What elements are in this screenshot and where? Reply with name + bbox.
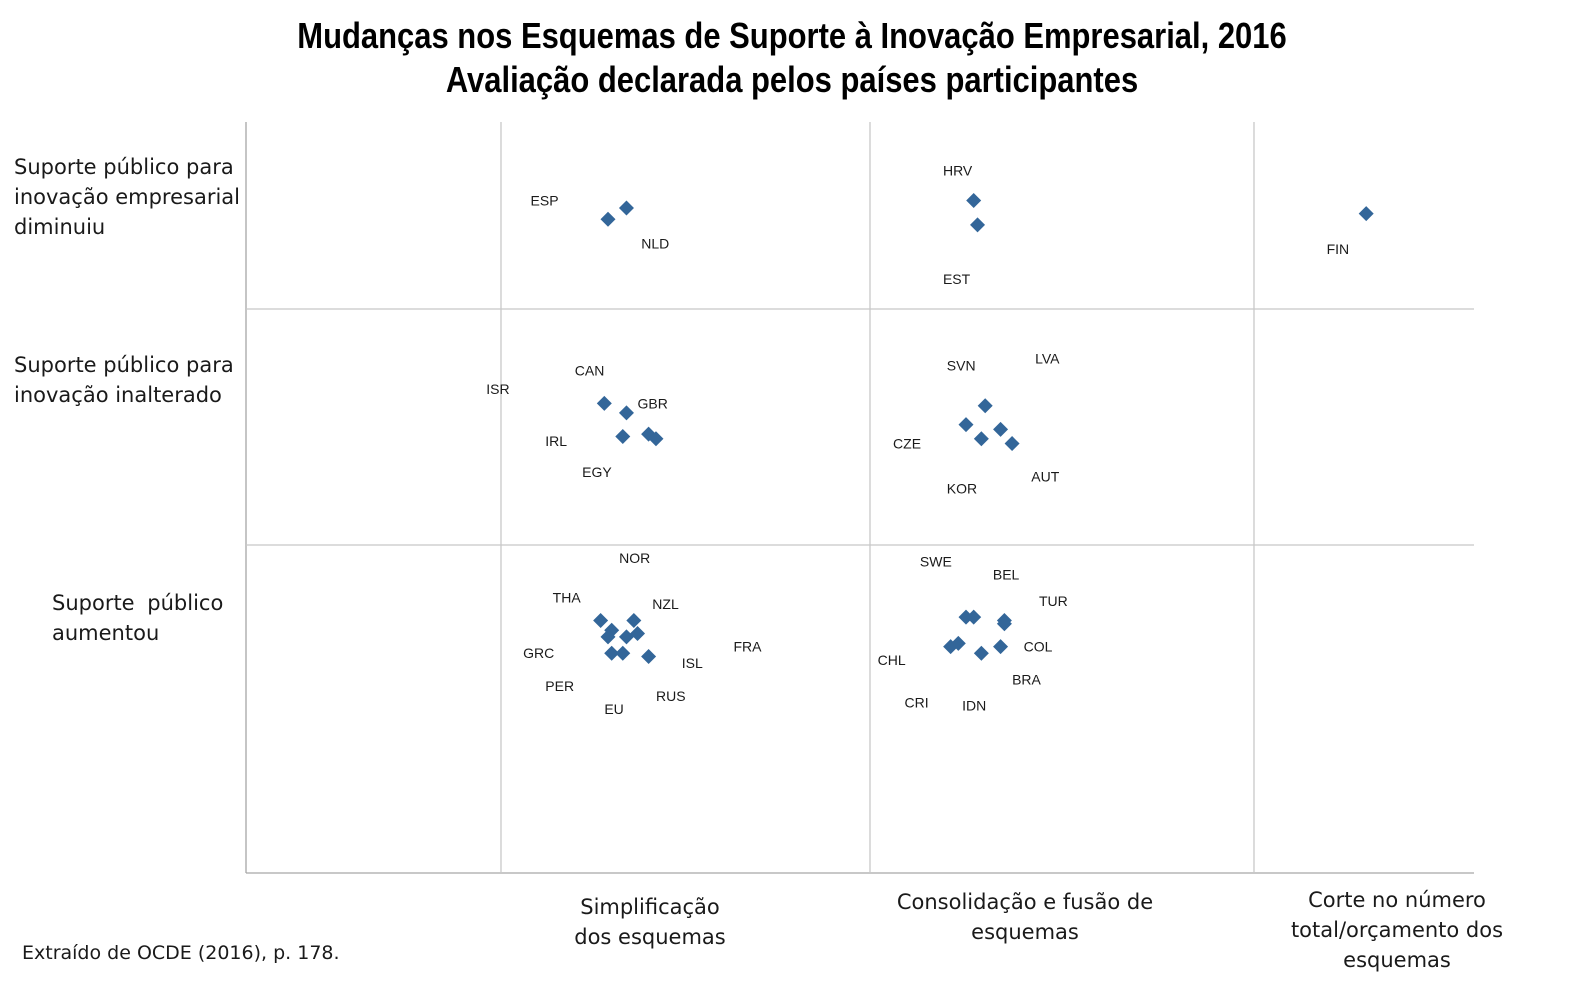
country-label-irl: IRL xyxy=(545,433,567,449)
country-label-nor: NOR xyxy=(619,550,650,566)
country-label-swe: SWE xyxy=(920,553,952,569)
country-label-cri: CRI xyxy=(905,694,929,710)
country-label-cze: CZE xyxy=(893,436,921,452)
data-point-diamond xyxy=(993,639,1009,655)
country-label-isr: ISR xyxy=(486,381,509,397)
col-label-consolidation: Consolidação e fusão de esquemas xyxy=(896,890,1154,944)
country-label-bra: BRA xyxy=(1012,671,1041,687)
data-point-diamond xyxy=(966,609,982,625)
data-point-diamond xyxy=(641,649,657,665)
country-label-grc: GRC xyxy=(523,645,554,661)
data-point-diamond xyxy=(600,211,616,227)
country-label-per: PER xyxy=(545,678,574,694)
data-point-diamond xyxy=(970,217,986,233)
country-label-gbr: GBR xyxy=(638,395,668,411)
data-point-diamond xyxy=(615,428,631,444)
row-label-decreased: Suporte público para inovação empresaria… xyxy=(14,155,241,239)
data-point-diamond xyxy=(993,421,1009,437)
data-point-diamond xyxy=(648,431,664,447)
col-label-simplification: Simplificação dos esquemas xyxy=(574,895,726,949)
country-label-bel: BEL xyxy=(993,567,1020,583)
chart-title-block: Mudanças nos Esquemas de Suporte à Inova… xyxy=(0,14,1584,102)
data-point-diamond xyxy=(626,612,642,628)
country-label-tha: THA xyxy=(553,589,582,605)
country-label-chl: CHL xyxy=(878,652,906,668)
country-label-idn: IDN xyxy=(962,698,986,714)
country-label-eu: EU xyxy=(604,701,623,717)
data-point-diamond xyxy=(977,398,993,414)
country-label-lva: LVA xyxy=(1035,351,1060,367)
data-point-diamond xyxy=(973,431,989,447)
data-point-diamond xyxy=(943,639,959,655)
data-point-diamond xyxy=(1358,206,1374,222)
data-point-diamond xyxy=(973,645,989,661)
country-label-nld: NLD xyxy=(641,236,669,252)
row-label-increased: Suporte público aumentou xyxy=(52,591,224,645)
country-label-hrv: HRV xyxy=(943,163,973,179)
chart-title: Mudanças nos Esquemas de Suporte à Inova… xyxy=(297,15,1287,56)
country-label-col: COL xyxy=(1024,639,1053,655)
country-label-tur: TUR xyxy=(1039,593,1068,609)
country-label-fra: FRA xyxy=(733,639,762,655)
country-label-svn: SVN xyxy=(947,358,976,374)
country-label-aut: AUT xyxy=(1031,469,1059,485)
data-point-diamond xyxy=(593,612,609,628)
data-point-diamond xyxy=(596,395,612,411)
data-point-diamond xyxy=(630,626,646,642)
data-point-diamond xyxy=(958,417,974,433)
country-label-fin: FIN xyxy=(1327,241,1350,257)
row-label-unchanged: Suporte público para inovação inalterado xyxy=(14,353,234,407)
data-point-diamond xyxy=(615,645,631,661)
data-point-diamond xyxy=(996,616,1012,632)
country-label-can: CAN xyxy=(575,362,605,378)
country-label-est: EST xyxy=(943,271,971,287)
data-point-diamond xyxy=(618,405,634,421)
data-point-diamond xyxy=(1004,436,1020,452)
data-point-diamond xyxy=(618,629,634,645)
country-label-isl: ISL xyxy=(682,655,703,671)
data-point-diamond xyxy=(958,609,974,625)
country-label-kor: KOR xyxy=(947,480,977,496)
source-note: Extraído de OCDE (2016), p. 178. xyxy=(22,942,340,964)
data-point-diamond xyxy=(600,629,616,645)
data-point-diamond xyxy=(618,200,634,216)
data-point-diamond xyxy=(604,645,620,661)
col-label-budget-cut: Corte no número total/orçamento dos esqu… xyxy=(1290,888,1504,972)
country-label-rus: RUS xyxy=(656,688,686,704)
country-label-egy: EGY xyxy=(582,464,612,480)
data-point-diamond xyxy=(966,193,982,209)
chart-subtitle: Avaliação declarada pelos países partici… xyxy=(445,59,1139,100)
country-label-esp: ESP xyxy=(531,193,559,209)
country-label-nzl: NZL xyxy=(652,596,679,612)
